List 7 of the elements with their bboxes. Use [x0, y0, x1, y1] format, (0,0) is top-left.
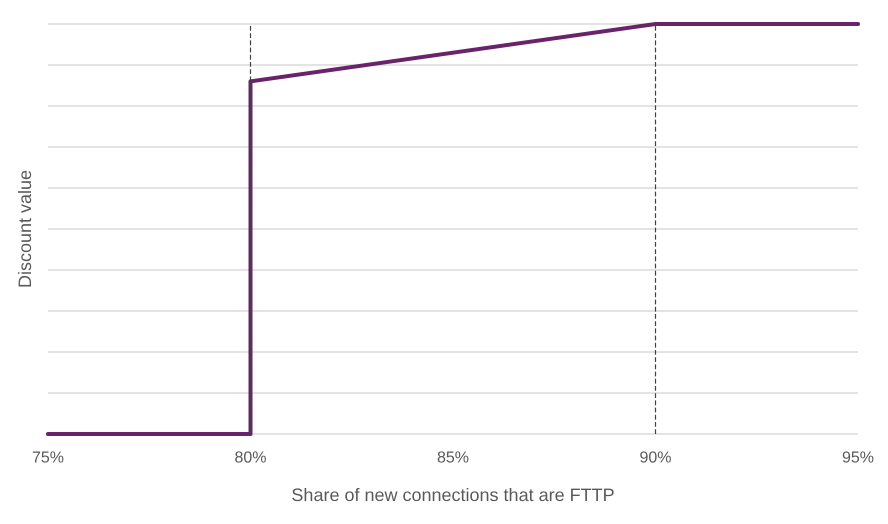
y-axis-title: Discount value [15, 170, 35, 288]
x-axis-title: Share of new connections that are FTTP [291, 485, 615, 505]
x-tick-label: 80% [234, 450, 267, 466]
x-tick-label: 95% [842, 450, 874, 466]
x-tick-label: 90% [639, 450, 672, 466]
x-tick-label: 75% [32, 450, 64, 466]
x-tick-label: 85% [436, 450, 470, 466]
